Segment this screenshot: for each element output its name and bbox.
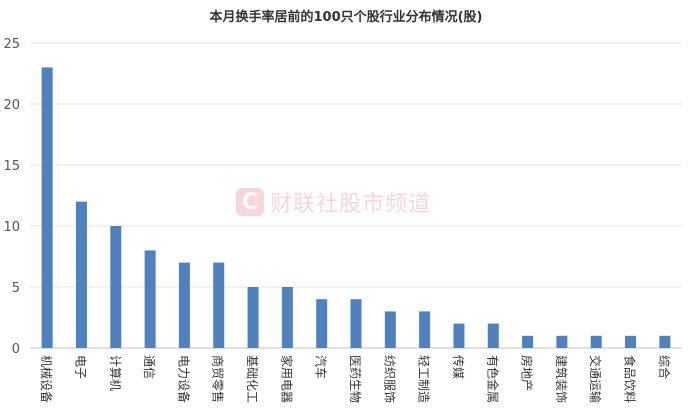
bar [144, 250, 156, 348]
y-tick-label: 20 [3, 98, 20, 113]
y-tick-label: 10 [3, 220, 20, 235]
x-tick-label: 家用电器 [279, 355, 294, 403]
bar [110, 226, 122, 348]
x-tick-label: 建筑装饰 [554, 355, 569, 403]
x-axis-ticks: 机械设备 电子 计算机 通信 电力设备 商贸零售 基础化工 家用电器 汽车 医药生物 纺织服饰 轻工制… [39, 355, 672, 403]
y-tick-label: 0 [12, 342, 20, 357]
x-tick-label: 电子 [73, 355, 87, 379]
bar [41, 67, 53, 349]
x-tick-label: 房地产 [520, 355, 535, 391]
x-tick-label: 基础化工 [245, 355, 259, 403]
x-tick-label: 机械设备 [39, 355, 54, 403]
bar [556, 335, 568, 348]
y-tick-label: 25 [3, 37, 20, 52]
bar [384, 311, 396, 348]
bar [281, 287, 293, 348]
y-tick-label: 5 [12, 281, 20, 296]
bar [247, 287, 259, 348]
bar [350, 299, 362, 348]
bar-layer [41, 67, 671, 349]
bar [590, 335, 602, 348]
x-tick-label: 传媒 [451, 355, 466, 379]
x-tick-label: 纺织服饰 [382, 355, 396, 403]
bar [178, 262, 190, 348]
bar [75, 201, 87, 348]
x-tick-label: 汽车 [314, 355, 329, 379]
x-tick-label: 商贸零售 [211, 355, 226, 403]
bar [316, 299, 328, 348]
x-tick-label: 有色金属 [485, 355, 500, 403]
bar [522, 335, 534, 348]
x-tick-label: 计算机 [108, 355, 123, 391]
y-axis-ticks: 0 5 10 15 20 25 [3, 37, 20, 357]
bar [419, 311, 431, 348]
y-tick-label: 15 [3, 159, 20, 174]
x-tick-label: 综合 [657, 355, 672, 379]
x-tick-label: 轻工制造 [417, 355, 431, 403]
x-tick-label: 食品饮料 [623, 355, 638, 403]
chart-title: 本月换手率居前的100只个股行业分布情况(股) [209, 10, 483, 25]
x-tick-label: 交通运输 [588, 355, 603, 403]
bar [487, 323, 499, 348]
bar [213, 262, 225, 348]
x-tick-label: 通信 [142, 355, 156, 379]
bar [453, 323, 465, 348]
bar [659, 335, 671, 348]
x-tick-label: 电力设备 [176, 355, 190, 403]
bar [625, 335, 637, 348]
x-tick-label: 医药生物 [348, 355, 362, 403]
